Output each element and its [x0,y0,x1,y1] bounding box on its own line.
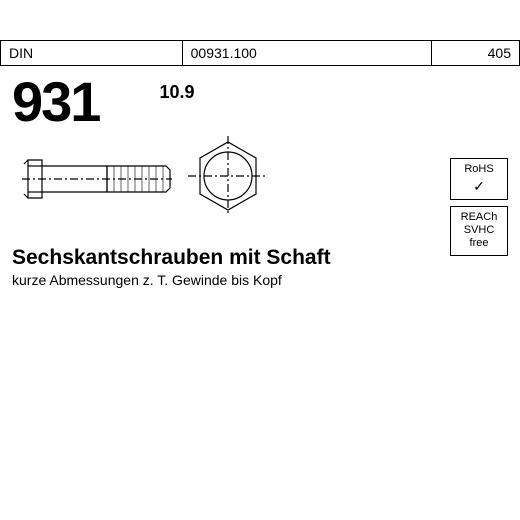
product-subtitle: kurze Abmessungen z. T. Gewinde bis Kopf [0,270,520,290]
standard-number: 931 [12,74,99,130]
main-row: 931 10.9 [0,66,520,130]
bolt-side-icon [22,144,172,214]
diagrams [0,134,520,234]
bolt-hex-icon [188,136,268,216]
strength-grade: 10.9 [159,82,194,103]
reach-line2: SVHC [453,224,505,237]
header-col-din: DIN [1,41,183,66]
rohs-label: RoHS [453,163,505,176]
header-col-code: 00931.100 [182,41,431,66]
rohs-badge: RoHS ✓ [450,158,508,200]
check-icon: ✓ [453,178,505,195]
header-col-num: 405 [431,41,519,66]
reach-line3: free [453,237,505,250]
reach-line1: REACh [453,211,505,224]
reach-badge: REACh SVHC free [450,206,508,256]
compliance-badges: RoHS ✓ REACh SVHC free [450,158,508,262]
header-table: DIN 00931.100 405 [0,40,520,66]
product-title: Sechskantschrauben mit Schaft [0,246,520,270]
